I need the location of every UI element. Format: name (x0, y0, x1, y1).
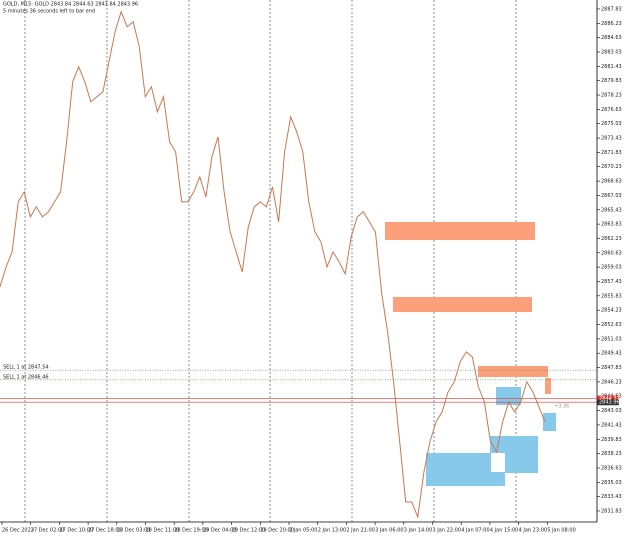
y-tick-label: 2862.23 (601, 236, 622, 242)
supply-zone (478, 366, 548, 377)
price-tag (597, 395, 619, 402)
y-tick-label: 2847.83 (601, 365, 622, 371)
y-tick-label: 2835.03 (601, 480, 622, 486)
y-tick-label: 2887.83 (601, 6, 622, 12)
x-tick-label: 28 Dec 11:00 (146, 528, 180, 534)
demand-zone (496, 387, 521, 405)
x-tick-label: 28 Dec 19:00 (174, 528, 208, 534)
y-tick-label: 2865.43 (601, 207, 622, 213)
x-tick-label: 29 Dec 04:00 (203, 528, 237, 534)
y-tick-label: 2851.03 (601, 336, 622, 342)
y-tick-label: 2849.43 (601, 351, 622, 357)
x-tick-label: 2 Jan 13:00 (318, 528, 346, 534)
y-tick-label: 2870.23 (601, 164, 622, 170)
y-tick-label: 2868.63 (601, 179, 622, 185)
y-tick-label: 2871.83 (601, 150, 622, 156)
x-tick-label: 27 Dec 10:00 (59, 528, 93, 534)
price-line-series (0, 10, 546, 519)
y-tick-label: 2873.43 (601, 136, 622, 142)
y-tick-label: 2881.43 (601, 64, 622, 70)
x-tick-label: 27 Dec 02:00 (31, 528, 65, 534)
x-tick-label: 26 Dec 2023 (2, 528, 34, 534)
y-tick-label: 2878.23 (601, 93, 622, 99)
y-tick-label: 2852.63 (601, 322, 622, 328)
x-tick-label: 2 Jan 05:00 (289, 528, 317, 534)
y-tick-label: 2860.63 (601, 250, 622, 256)
y-tick-label: 2846.23 (601, 379, 622, 385)
supply-zone (393, 297, 532, 312)
bar-timer: 5 minutes 36 seconds left to bar end (3, 9, 95, 15)
x-tick-label: 27 Dec 18:00 (88, 528, 122, 534)
y-tick-label: 2863.83 (601, 222, 622, 228)
price-tag-label: 2843.96 (599, 400, 620, 406)
y-tick-label: 2838.23 (601, 451, 622, 457)
x-tick-label: 29 Dec 20:00 (260, 528, 294, 534)
demand-zone (543, 413, 556, 431)
profit-annotation: +3.36 (554, 404, 569, 410)
x-tick-label: 4 Jan 23:00 (519, 528, 547, 534)
price-tag (597, 399, 619, 406)
x-tick-label: 5 Jan 08:00 (547, 528, 575, 534)
y-tick-label: 2836.63 (601, 465, 622, 471)
y-tick-label: 2876.63 (601, 107, 622, 113)
zones (385, 222, 556, 486)
x-tick-label: 4 Jan 07:00 (461, 528, 489, 534)
chart-title: GOLD, M15: GOLD 2843.84 2844.63 2843.84 … (3, 2, 138, 8)
x-tick-label: 3 Jan 06:00 (375, 528, 403, 534)
x-tick-label: 4 Jan 15:00 (490, 528, 518, 534)
x-tick-label: 3 Jan 14:00 (404, 528, 432, 534)
x-tick-label: 2 Jan 21:00 (346, 528, 374, 534)
x-tick-label: 29 Dec 12:00 (232, 528, 266, 534)
y-tick-label: 2875.03 (601, 121, 622, 127)
zone-gap (491, 453, 505, 472)
order-label: SELL 1 at 2846.46 (3, 374, 49, 380)
day-separators (24, 0, 517, 522)
y-tick-label: 2831.83 (601, 508, 622, 514)
supply-zone (545, 378, 551, 394)
x-tick-label: 28 Dec 03:00 (117, 528, 151, 534)
y-tick-label: 2839.83 (601, 437, 622, 443)
y-tick-label: 2883.03 (601, 49, 622, 55)
y-tick-label: 2843.03 (601, 408, 622, 414)
y-tick-label: 2867.03 (601, 193, 622, 199)
y-tick-label: 2833.43 (601, 494, 622, 500)
y-tick-label: 2879.83 (601, 78, 622, 84)
y-tick-label: 2859.03 (601, 265, 622, 271)
x-tick-label: 3 Jan 22:00 (433, 528, 461, 534)
y-tick-label: 2855.83 (601, 293, 622, 299)
y-tick-label: 2841.43 (601, 422, 622, 428)
y-tick-label: 2886.23 (601, 21, 622, 27)
y-tick-label: 2854.23 (601, 308, 622, 314)
supply-zone (385, 222, 535, 240)
y-tick-label: 2857.43 (601, 279, 622, 285)
price-tag-label: 2844.37 (599, 396, 620, 402)
order-label: SELL 1 at 2847.54 (3, 365, 49, 371)
y-tick-label: 2884.63 (601, 35, 622, 41)
